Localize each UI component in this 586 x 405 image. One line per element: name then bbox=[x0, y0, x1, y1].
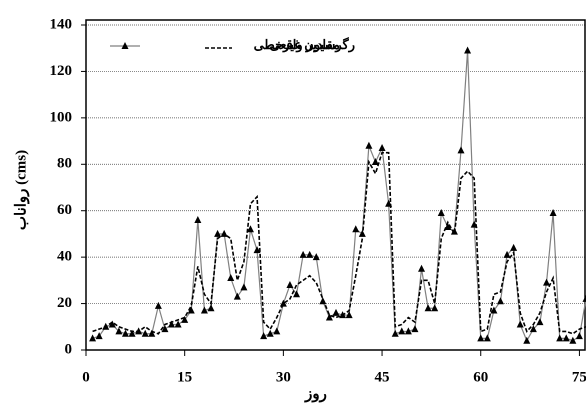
marker bbox=[161, 325, 169, 333]
x-tick-label: 45 bbox=[375, 369, 390, 385]
y-tick-label: 0 bbox=[65, 341, 73, 357]
marker bbox=[214, 229, 222, 237]
marker bbox=[529, 325, 537, 333]
y-tick-label: 60 bbox=[57, 202, 72, 218]
marker bbox=[503, 250, 511, 258]
marker bbox=[424, 304, 432, 312]
marker bbox=[306, 250, 314, 258]
marker bbox=[168, 320, 176, 328]
marker bbox=[536, 318, 544, 326]
marker bbox=[266, 329, 274, 337]
marker bbox=[371, 157, 379, 165]
marker bbox=[490, 306, 498, 314]
x-tick-label: 60 bbox=[473, 369, 488, 385]
marker bbox=[431, 304, 439, 312]
marker bbox=[187, 306, 195, 314]
marker bbox=[332, 308, 340, 316]
marker bbox=[418, 264, 426, 272]
marker bbox=[293, 290, 301, 298]
marker bbox=[391, 329, 399, 337]
marker bbox=[89, 334, 97, 342]
legend-label: رگرسیون غیرخطی bbox=[254, 36, 355, 53]
marker bbox=[240, 283, 248, 291]
marker bbox=[549, 209, 557, 217]
x-tick-label: 75 bbox=[572, 369, 586, 385]
marker bbox=[562, 334, 570, 342]
marker bbox=[194, 216, 202, 223]
x-axis-label: روز bbox=[304, 386, 327, 402]
marker bbox=[148, 329, 156, 337]
marker bbox=[411, 325, 419, 333]
marker bbox=[477, 334, 485, 342]
legend-marker bbox=[121, 42, 129, 49]
x-tick-label: 0 bbox=[82, 369, 90, 385]
marker bbox=[115, 327, 123, 335]
marker bbox=[523, 336, 531, 344]
marker bbox=[286, 281, 294, 288]
series-line bbox=[92, 50, 586, 343]
legend-label: مقادیر واقعی bbox=[269, 37, 340, 53]
marker bbox=[200, 306, 208, 314]
marker bbox=[260, 332, 268, 340]
marker bbox=[582, 294, 586, 302]
y-axis-label: رواناب (cms) bbox=[13, 150, 29, 230]
y-tick-label: 100 bbox=[50, 109, 73, 125]
marker bbox=[464, 46, 472, 54]
marker bbox=[483, 334, 491, 342]
marker bbox=[174, 320, 182, 328]
marker bbox=[233, 292, 241, 300]
marker bbox=[404, 327, 412, 335]
marker bbox=[207, 304, 215, 312]
x-tick-label: 15 bbox=[177, 369, 192, 385]
y-tick-label: 80 bbox=[57, 156, 72, 172]
marker bbox=[121, 329, 129, 337]
marker bbox=[227, 274, 235, 282]
marker bbox=[457, 146, 465, 154]
marker bbox=[325, 313, 333, 321]
marker bbox=[273, 327, 281, 335]
marker bbox=[299, 250, 307, 258]
plot-frame bbox=[85, 19, 586, 351]
marker bbox=[141, 329, 149, 337]
marker bbox=[398, 327, 406, 335]
marker bbox=[253, 246, 261, 254]
marker bbox=[569, 336, 577, 344]
marker bbox=[352, 225, 360, 233]
marker bbox=[378, 144, 386, 152]
y-tick-label: 20 bbox=[57, 295, 72, 311]
x-tick-label: 30 bbox=[276, 369, 291, 385]
marker bbox=[154, 301, 162, 309]
y-tick-label: 40 bbox=[57, 249, 72, 265]
marker bbox=[556, 334, 564, 342]
marker bbox=[543, 278, 551, 286]
marker bbox=[510, 243, 518, 251]
marker bbox=[279, 299, 287, 307]
marker bbox=[575, 332, 583, 340]
marker bbox=[246, 225, 254, 233]
marker bbox=[345, 311, 353, 319]
marker bbox=[181, 315, 189, 323]
marker bbox=[128, 329, 136, 337]
marker bbox=[108, 320, 116, 328]
marker bbox=[496, 297, 504, 305]
marker bbox=[365, 141, 373, 149]
marker bbox=[95, 332, 103, 340]
y-tick-label: 140 bbox=[50, 16, 73, 32]
marker bbox=[437, 209, 445, 217]
marker bbox=[516, 320, 524, 328]
series-line bbox=[92, 151, 586, 335]
y-tick-label: 120 bbox=[50, 63, 73, 79]
marker bbox=[312, 253, 320, 261]
